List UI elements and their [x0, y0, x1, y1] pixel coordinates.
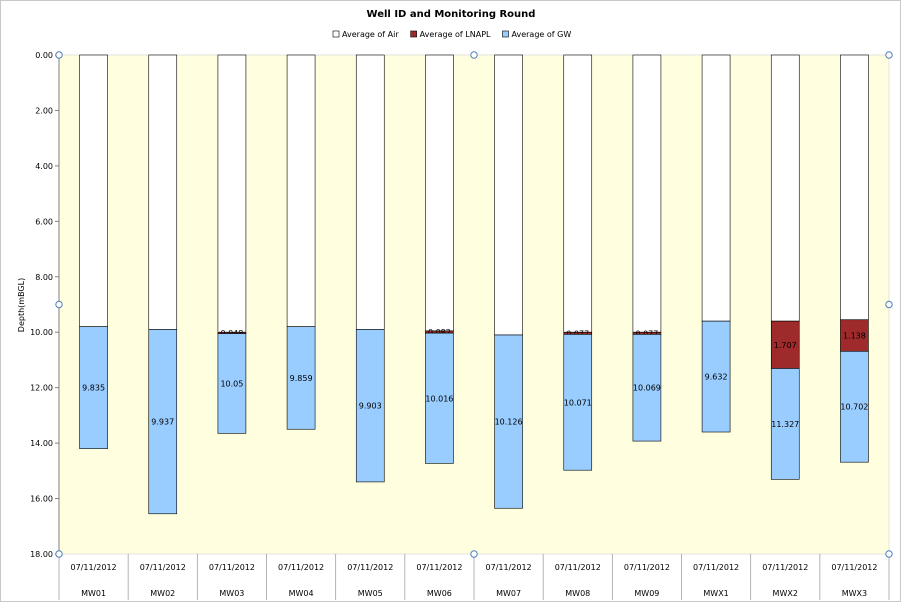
y-tick-label: 6.00 — [35, 217, 53, 226]
data-label: 9.937 — [151, 418, 174, 427]
data-label: 9.632 — [705, 373, 728, 382]
legend-label: Average of GW — [511, 30, 571, 39]
data-label: 10.069 — [633, 384, 661, 393]
data-label: 0.082 — [428, 328, 451, 337]
x-well-label: MW08 — [565, 589, 590, 598]
resize-handle[interactable] — [885, 300, 893, 309]
x-date-label: 07/11/2012 — [416, 563, 462, 572]
y-tick-label: 4.00 — [35, 162, 53, 171]
y-tick-label: 2.00 — [35, 106, 53, 115]
bar-segment-average-of-lnapl — [770, 320, 800, 369]
data-label: 1.707 — [774, 341, 797, 350]
x-date-label: 07/11/2012 — [555, 563, 601, 572]
bar-segment-average-of-air — [494, 54, 523, 336]
legend-label: Average of LNAPL — [420, 30, 491, 39]
x-date-label: 07/11/2012 — [209, 563, 255, 572]
legend: Average of Air Average of LNAPL Average of… — [332, 30, 571, 39]
x-date-label: 07/11/2012 — [347, 563, 393, 572]
bar-segment-average-of-gw — [355, 329, 385, 483]
x-date-label: 07/11/2012 — [486, 563, 532, 572]
y-tick-label: 16.00 — [30, 495, 53, 504]
bar-segment-average-of-air — [840, 54, 869, 321]
x-well-label: MW07 — [496, 589, 521, 598]
data-label: 11.327 — [771, 420, 799, 429]
y-tick-label: 8.00 — [35, 273, 53, 282]
x-date-label: 07/11/2012 — [831, 563, 877, 572]
x-well-label: MW01 — [81, 589, 106, 598]
x-well-label: MWX3 — [842, 589, 867, 598]
bar-segment-average-of-gw — [217, 333, 247, 434]
bar-segment-average-of-air — [217, 54, 247, 333]
y-tick-label: 18.00 — [30, 550, 53, 559]
x-well-label: MW09 — [634, 589, 659, 598]
bar-segment-average-of-gw — [770, 368, 800, 480]
resize-handle[interactable] — [470, 51, 478, 59]
data-label: 9.835 — [82, 384, 105, 393]
bar-segment-average-of-gw — [632, 334, 662, 442]
bar-segment-average-of-air — [355, 54, 385, 330]
bar-segment-average-of-gw — [494, 334, 523, 509]
bar-segment-average-of-gw — [563, 334, 593, 471]
x-date-label: 07/11/2012 — [624, 563, 670, 572]
legend-swatch — [502, 30, 509, 38]
data-label: 1.138 — [843, 332, 866, 341]
resize-handle[interactable] — [470, 550, 478, 558]
x-date-label: 07/11/2012 — [762, 563, 808, 572]
x-well-label: MW05 — [358, 589, 383, 598]
y-axis-label: Depth(mBGL) — [17, 278, 26, 332]
legend-label: Average of Air — [342, 30, 399, 39]
bar-segment-average-of-gw — [840, 350, 869, 463]
bar-segment-average-of-air — [148, 54, 178, 330]
x-well-label: MW04 — [289, 589, 314, 598]
resize-handle[interactable] — [885, 51, 893, 59]
data-label: 10.702 — [840, 403, 868, 412]
bar-segment-average-of-gw — [425, 332, 454, 464]
x-well-label: MW03 — [219, 589, 244, 598]
x-well-label: MWX2 — [773, 589, 798, 598]
x-well-label: MW06 — [427, 589, 452, 598]
x-well-label: MWX1 — [703, 589, 728, 598]
resize-handle[interactable] — [55, 51, 63, 59]
bar-segment-average-of-gw — [79, 326, 108, 449]
bar-segment-average-of-air — [632, 54, 662, 333]
resize-handle[interactable] — [55, 300, 63, 309]
x-well-label: MW02 — [150, 589, 175, 598]
legend-swatch — [410, 30, 417, 38]
data-label: 10.016 — [425, 394, 453, 403]
chart-title: Well ID and Monitoring Round — [367, 9, 536, 20]
data-label: 0.077 — [566, 329, 589, 338]
x-date-label: 07/11/2012 — [278, 563, 324, 572]
data-label: 10.071 — [564, 398, 592, 407]
bar-segment-average-of-air — [563, 54, 593, 333]
x-date-label: 07/11/2012 — [693, 563, 739, 572]
x-date-label: 07/11/2012 — [71, 563, 117, 572]
y-tick-label: 10.00 — [30, 328, 53, 337]
bar-segment-average-of-air — [425, 54, 454, 332]
y-tick-label: 0.00 — [35, 51, 53, 60]
bar-segment-average-of-air — [701, 54, 731, 322]
y-tick-label: 12.00 — [30, 384, 53, 393]
bar-segment-average-of-air — [770, 54, 800, 322]
resize-handle[interactable] — [885, 550, 893, 558]
data-label: 0.077 — [635, 329, 658, 338]
y-tick-label: 14.00 — [30, 439, 53, 448]
bar-segment-average-of-gw — [701, 320, 731, 433]
bar-segment-average-of-air — [79, 54, 108, 327]
data-label: 9.903 — [359, 402, 382, 411]
bar-segment-average-of-gw — [286, 326, 316, 430]
data-label: 9.859 — [290, 374, 313, 383]
bar-segment-average-of-gw — [148, 329, 178, 515]
legend-swatch — [332, 30, 340, 38]
data-label: 10.126 — [495, 418, 523, 427]
bar-segment-average-of-lnapl — [840, 319, 869, 352]
plot-background — [58, 54, 890, 555]
plot-area: 0.00 2.00 4.00 6.00 8.00 10.00 12.00 14.00 16.00… — [30, 51, 893, 600]
resize-handle[interactable] — [55, 550, 63, 558]
bar-segment-average-of-air — [286, 54, 316, 327]
data-label: 10.05 — [220, 379, 243, 388]
x-date-label: 07/11/2012 — [140, 563, 186, 572]
